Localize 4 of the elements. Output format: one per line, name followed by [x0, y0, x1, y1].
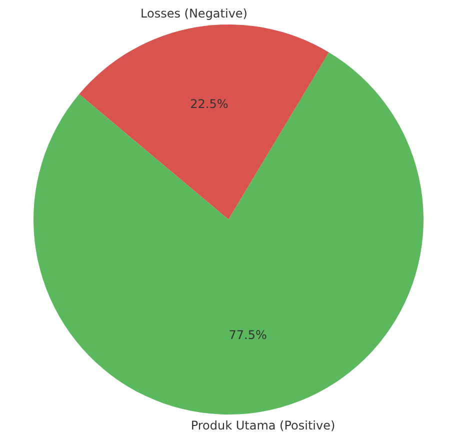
- slice-label: Produk Utama (Positive): [190, 418, 336, 433]
- data-label: 77.5%: [228, 328, 267, 342]
- slice-label: Losses (Negative): [140, 6, 248, 20]
- data-label: 22.5%: [190, 97, 228, 112]
